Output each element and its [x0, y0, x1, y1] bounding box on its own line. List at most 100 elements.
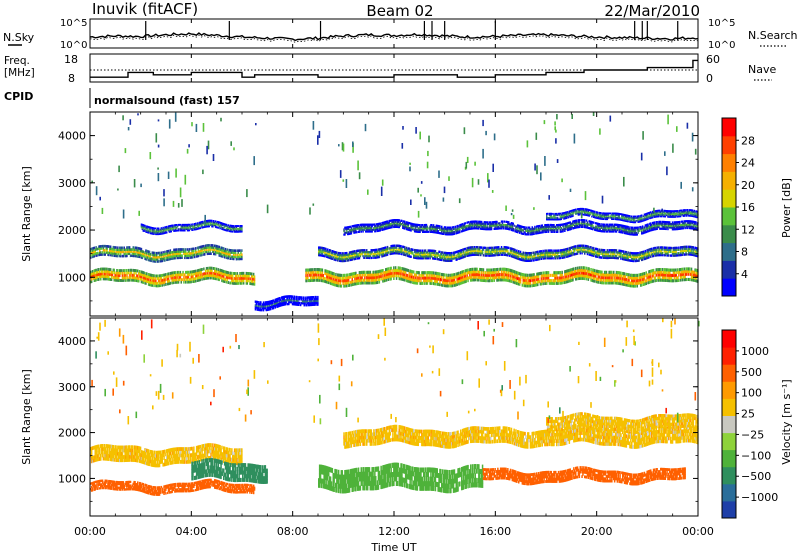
power-cell: [143, 251, 145, 254]
power-cell: [241, 253, 243, 256]
power-cell: [433, 271, 435, 274]
power-cell: [656, 279, 658, 282]
power-cell: [551, 279, 553, 282]
power-cell: [144, 225, 146, 227]
freq-right-tick-top: 60: [706, 53, 720, 66]
power-cell: [689, 278, 691, 281]
power-cell: [129, 279, 131, 282]
power-cell: [130, 274, 132, 277]
power-cell: [307, 274, 309, 277]
freq-left-tick-bottom: 8: [68, 72, 75, 85]
power-cell: [238, 225, 240, 227]
power-cell: [123, 279, 125, 282]
power-cell: [335, 273, 337, 276]
power-cell: [314, 268, 316, 271]
power-cell: [322, 269, 324, 272]
power-cell: [485, 279, 487, 282]
power-cell: [568, 275, 570, 278]
freq-lines: [90, 60, 698, 77]
power-cell: [364, 276, 366, 279]
power-cell: [165, 283, 167, 286]
power-cell: [675, 271, 677, 274]
power-cell: [106, 268, 108, 271]
power-cell: [358, 282, 360, 285]
freq-right-tick-bottom: 0: [706, 72, 713, 85]
power-cell: [112, 273, 114, 276]
power-cell: [548, 274, 550, 277]
power-cell: [644, 272, 646, 275]
power-cell: [483, 268, 485, 271]
power-cell: [254, 283, 256, 286]
power-cell: [613, 271, 615, 274]
power-cell: [200, 271, 202, 274]
power-cell: [223, 247, 225, 250]
power-cell: [336, 252, 338, 254]
power-cell: [98, 278, 100, 281]
power-cell: [110, 268, 112, 271]
freq-right-label: Nave: [748, 63, 776, 76]
power-cell: [190, 280, 192, 283]
power-cell: [682, 278, 684, 281]
power-cell: [303, 296, 305, 298]
power-cell: [348, 259, 350, 261]
power-cell: [590, 268, 592, 271]
noise-right-tick-bottom: 10^0: [708, 40, 735, 51]
power-cell: [333, 272, 335, 275]
power-cell: [589, 267, 591, 270]
power-cell: [143, 272, 145, 275]
power-cell: [362, 274, 364, 277]
power-cell: [439, 275, 441, 278]
power-scatter-cells: [90, 112, 699, 311]
power-cell: [689, 270, 691, 273]
power-cell: [141, 248, 143, 251]
power-cell: [370, 271, 372, 274]
power-cell: [110, 246, 112, 249]
power-cell: [114, 269, 116, 272]
power-cell: [422, 282, 424, 285]
power-cell: [138, 280, 140, 283]
power-cell: [413, 271, 415, 274]
cpid-label: CPID: [4, 90, 33, 103]
noise-lines: [90, 21, 698, 42]
power-cell: [168, 275, 170, 278]
date-title: 22/Mar/2010: [604, 2, 700, 20]
power-cell: [195, 280, 197, 283]
power-cell: [216, 270, 218, 273]
power-cell: [476, 268, 478, 271]
power-cell: [341, 274, 343, 277]
power-cell: [146, 272, 148, 275]
power-cell: [158, 228, 160, 230]
power-cell: [548, 271, 550, 274]
power-cell: [128, 269, 130, 272]
power-cell: [210, 252, 212, 255]
power-cell: [481, 273, 483, 276]
power-cell: [166, 232, 168, 234]
power-cell: [117, 269, 119, 272]
power-cell: [346, 284, 348, 287]
power-cell: [243, 272, 245, 275]
power-cell: [201, 268, 203, 271]
freq-left-label-1: Freq.: [4, 55, 30, 67]
power-cell: [492, 279, 494, 282]
power-cell: [466, 280, 468, 283]
power-cell: [153, 274, 155, 277]
power-cell: [637, 284, 639, 287]
power-cell: [656, 274, 658, 277]
power-cell: [237, 277, 239, 280]
power-cell: [601, 271, 603, 274]
power-cell: [542, 282, 544, 285]
power-cell: [678, 274, 680, 277]
power-cell: [205, 270, 207, 273]
power-cell: [181, 281, 183, 284]
power-cell: [141, 278, 143, 281]
power-cell: [189, 273, 191, 276]
noise-right-tick-top: 10^5: [708, 18, 735, 29]
power-cell: [561, 271, 563, 274]
power-cell: [125, 279, 127, 282]
power-cell: [483, 274, 485, 277]
power-cell: [628, 273, 630, 276]
noise-sky-line: [90, 33, 698, 40]
power-cell: [485, 271, 487, 274]
power-cell: [572, 278, 574, 281]
power-cell: [211, 220, 213, 222]
